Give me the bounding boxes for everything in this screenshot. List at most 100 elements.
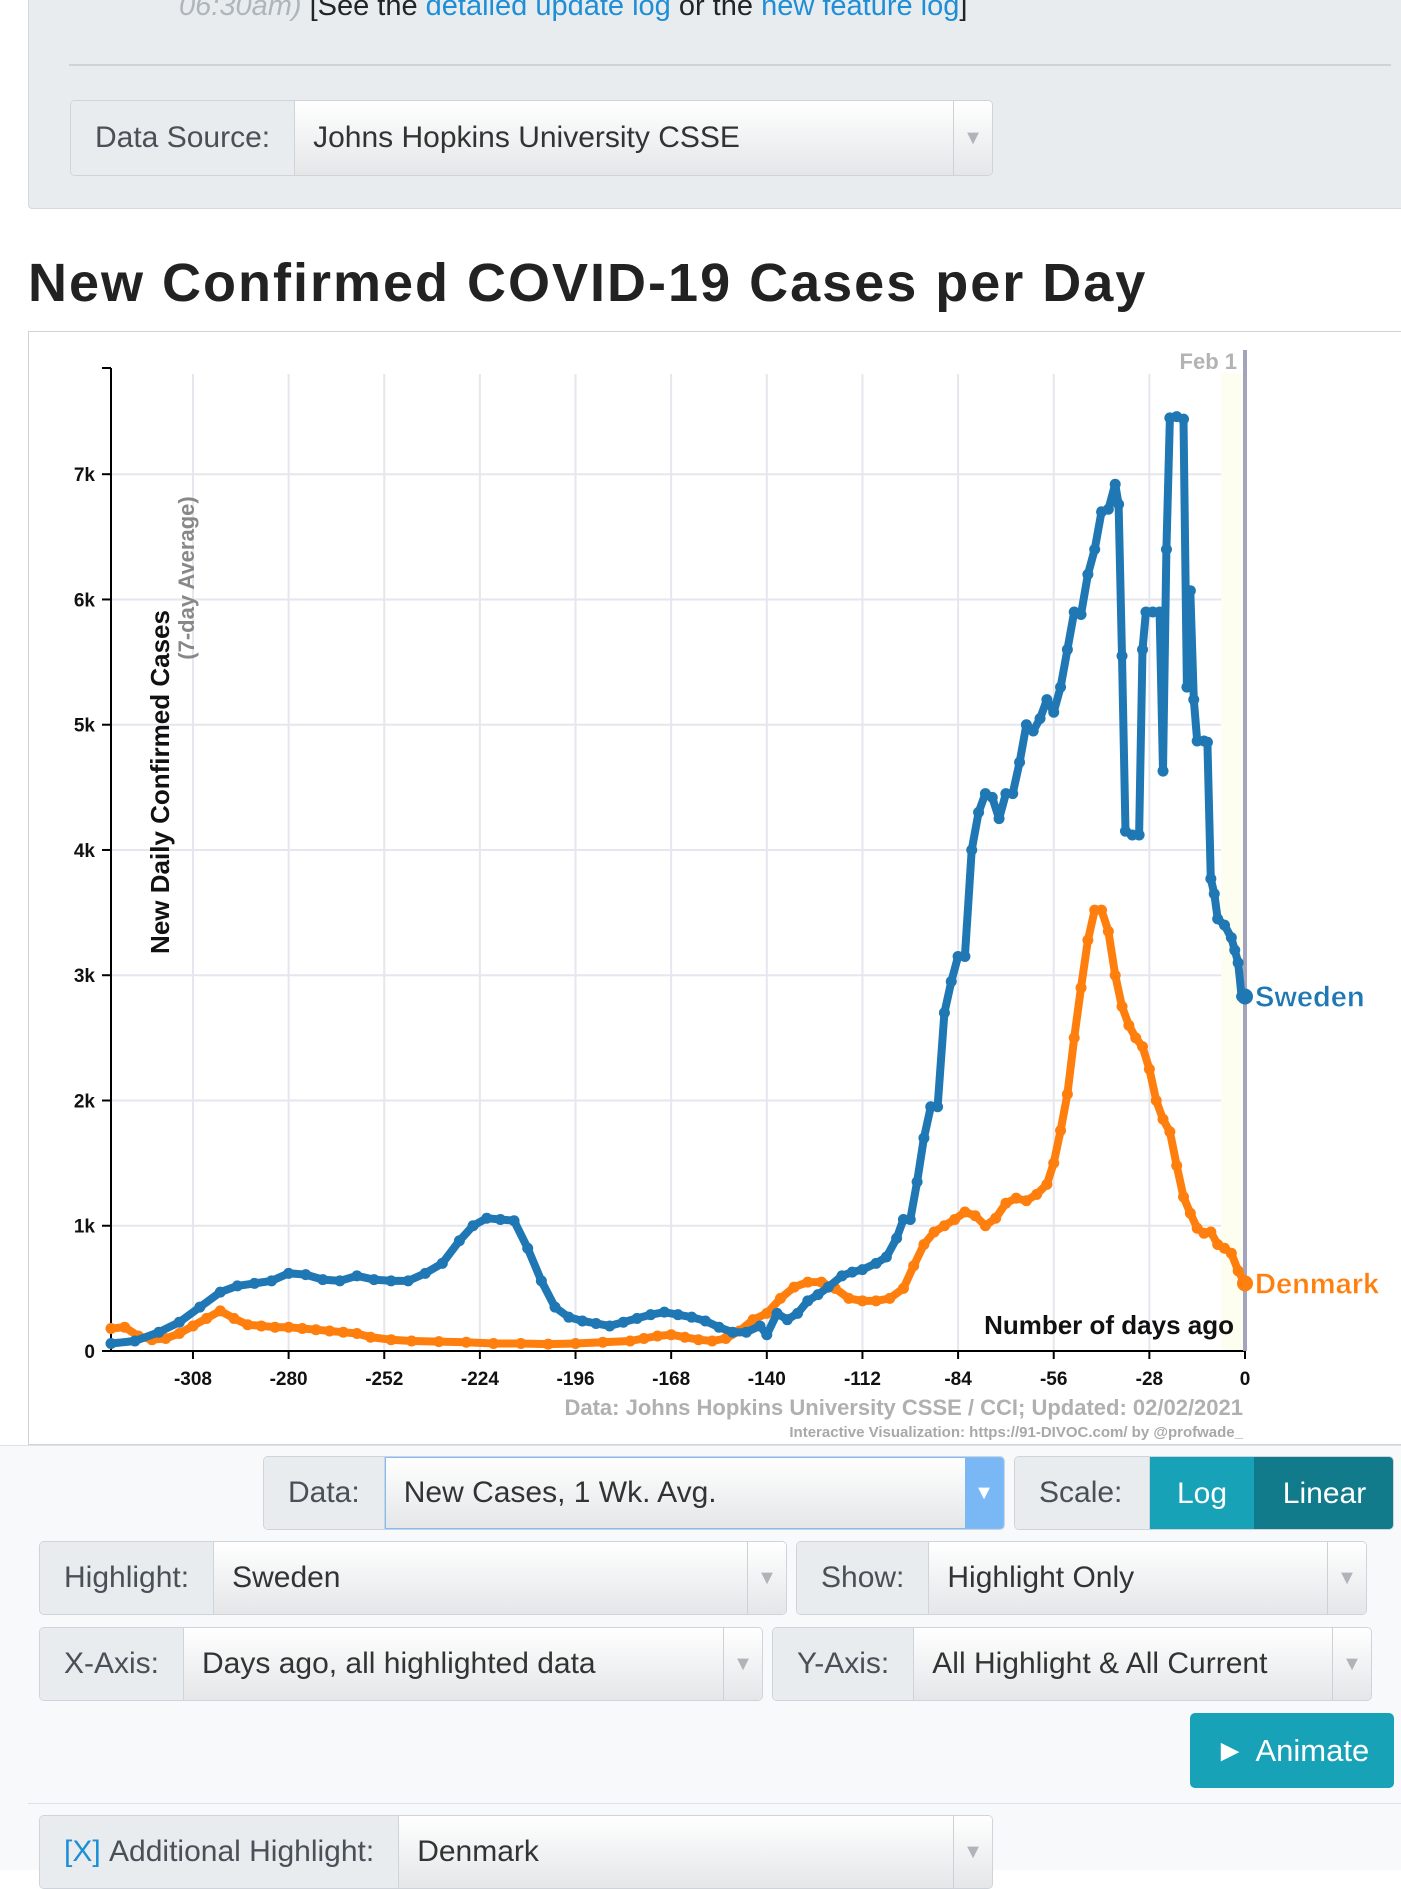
data-point bbox=[617, 1316, 629, 1328]
y-tick-label: 4k bbox=[74, 841, 96, 862]
data-point bbox=[802, 1295, 814, 1307]
data-point bbox=[1055, 1125, 1067, 1137]
data-point bbox=[255, 1320, 267, 1332]
data-point bbox=[1116, 650, 1128, 662]
data-point bbox=[1181, 681, 1193, 693]
data-point bbox=[1061, 644, 1073, 656]
show-group: Show: Highlight Only ▼ bbox=[796, 1541, 1367, 1615]
data-source-select[interactable]: Johns Hopkins University CSSE ▼ bbox=[295, 101, 992, 175]
x-axis-control-label: X-Axis: bbox=[40, 1628, 185, 1700]
x-axis-value: Days ago, all highlighted data bbox=[202, 1647, 596, 1680]
data-point bbox=[1137, 1041, 1149, 1053]
x-tick-label: -28 bbox=[1136, 1369, 1163, 1390]
data-label: Data: bbox=[264, 1457, 385, 1529]
data-point bbox=[1075, 608, 1087, 620]
data-point bbox=[300, 1269, 312, 1281]
data-point bbox=[699, 1315, 711, 1327]
data-point bbox=[713, 1321, 725, 1333]
update-log-link[interactable]: detailed update log bbox=[425, 0, 671, 22]
data-point bbox=[248, 1277, 260, 1289]
data-select[interactable]: New Cases, 1 Wk. Avg. ▼ bbox=[384, 1457, 1004, 1529]
x-tick-label: -112 bbox=[844, 1369, 881, 1390]
chevron-down-icon: ▼ bbox=[1327, 1542, 1366, 1614]
data-point bbox=[928, 1226, 940, 1238]
divider bbox=[69, 64, 1391, 66]
data-point bbox=[1113, 498, 1125, 510]
data-point bbox=[549, 1301, 561, 1313]
data-point bbox=[1041, 1178, 1053, 1190]
data-point bbox=[959, 950, 971, 962]
data-source-note: Data: Johns Hopkins University CSSE / CC… bbox=[564, 1395, 1243, 1420]
show-select[interactable]: Highlight Only ▼ bbox=[929, 1542, 1366, 1614]
x-tick-label: -140 bbox=[748, 1369, 786, 1390]
data-value: New Cases, 1 Wk. Avg. bbox=[403, 1476, 717, 1509]
data-point bbox=[1201, 736, 1213, 748]
series-endpoint bbox=[1237, 988, 1253, 1005]
data-point bbox=[624, 1335, 636, 1347]
y-tick-label: 0 bbox=[84, 1342, 95, 1363]
data-source-group: Data Source: Johns Hopkins University CS… bbox=[70, 100, 993, 176]
data-point bbox=[1068, 1032, 1080, 1044]
data-point bbox=[1219, 919, 1231, 931]
or-text: or the bbox=[678, 0, 754, 22]
data-point bbox=[1116, 1001, 1128, 1013]
data-point bbox=[488, 1337, 500, 1349]
data-point bbox=[1055, 681, 1067, 693]
data-point bbox=[173, 1316, 185, 1328]
data-point bbox=[542, 1338, 554, 1350]
data-point bbox=[638, 1332, 650, 1344]
data-point bbox=[481, 1212, 493, 1224]
data-point bbox=[317, 1274, 329, 1286]
data-point bbox=[494, 1213, 506, 1225]
data-point bbox=[1171, 1160, 1183, 1172]
data-point bbox=[918, 1239, 930, 1251]
data-point bbox=[880, 1251, 892, 1263]
data-point bbox=[802, 1276, 814, 1288]
data-point bbox=[1075, 982, 1087, 994]
additional-highlight-value: Denmark bbox=[417, 1835, 539, 1868]
data-point bbox=[870, 1257, 882, 1269]
data-point bbox=[105, 1337, 117, 1349]
remove-highlight-link[interactable]: [X] bbox=[64, 1835, 101, 1868]
data-point bbox=[436, 1257, 448, 1269]
data-point bbox=[1225, 932, 1237, 944]
scale-linear-button[interactable]: Linear bbox=[1254, 1457, 1393, 1529]
highlight-value: Sweden bbox=[232, 1561, 341, 1594]
data-point bbox=[897, 1282, 909, 1294]
y-axis-select[interactable]: All Highlight & All Current ▼ bbox=[914, 1628, 1371, 1700]
chevron-down-icon: ▼ bbox=[965, 1458, 1003, 1528]
data-point bbox=[194, 1301, 206, 1313]
data-point bbox=[1229, 944, 1241, 956]
data-point bbox=[1143, 1063, 1155, 1075]
data-point bbox=[1007, 788, 1019, 800]
data-point bbox=[1137, 644, 1149, 656]
data-point bbox=[576, 1315, 588, 1327]
scale-log-button[interactable]: Log bbox=[1150, 1457, 1254, 1529]
data-point bbox=[563, 1311, 575, 1323]
data-point bbox=[1096, 904, 1108, 916]
highlight-select[interactable]: Sweden ▼ bbox=[214, 1542, 786, 1614]
data-point bbox=[1205, 873, 1217, 885]
data-point bbox=[590, 1317, 602, 1329]
data-point bbox=[119, 1321, 131, 1333]
highlight-group: Highlight: Sweden ▼ bbox=[39, 1541, 787, 1615]
feature-log-link[interactable]: new feature log bbox=[761, 0, 960, 22]
additional-highlight-select[interactable]: Denmark ▼ bbox=[399, 1816, 992, 1888]
x-tick-label: -224 bbox=[461, 1369, 499, 1390]
x-axis-select[interactable]: Days ago, all highlighted data ▼ bbox=[184, 1628, 762, 1700]
animate-button[interactable]: ► Animate bbox=[1190, 1713, 1394, 1788]
data-point bbox=[1048, 1157, 1060, 1169]
highlight-label: Highlight: bbox=[40, 1542, 215, 1614]
data-source-label: Data Source: bbox=[71, 101, 296, 175]
data-point bbox=[231, 1280, 243, 1292]
date-shade bbox=[1221, 374, 1245, 1351]
scale-label: Scale: bbox=[1015, 1457, 1150, 1529]
data-point bbox=[1041, 694, 1053, 706]
chevron-down-icon: ▼ bbox=[953, 101, 992, 175]
series-label-denmark: Denmark bbox=[1255, 1268, 1380, 1300]
y-tick-label: 5k bbox=[74, 716, 96, 737]
data-point bbox=[1048, 706, 1060, 718]
data-point bbox=[1027, 725, 1039, 737]
close-bracket: ] bbox=[959, 0, 968, 22]
